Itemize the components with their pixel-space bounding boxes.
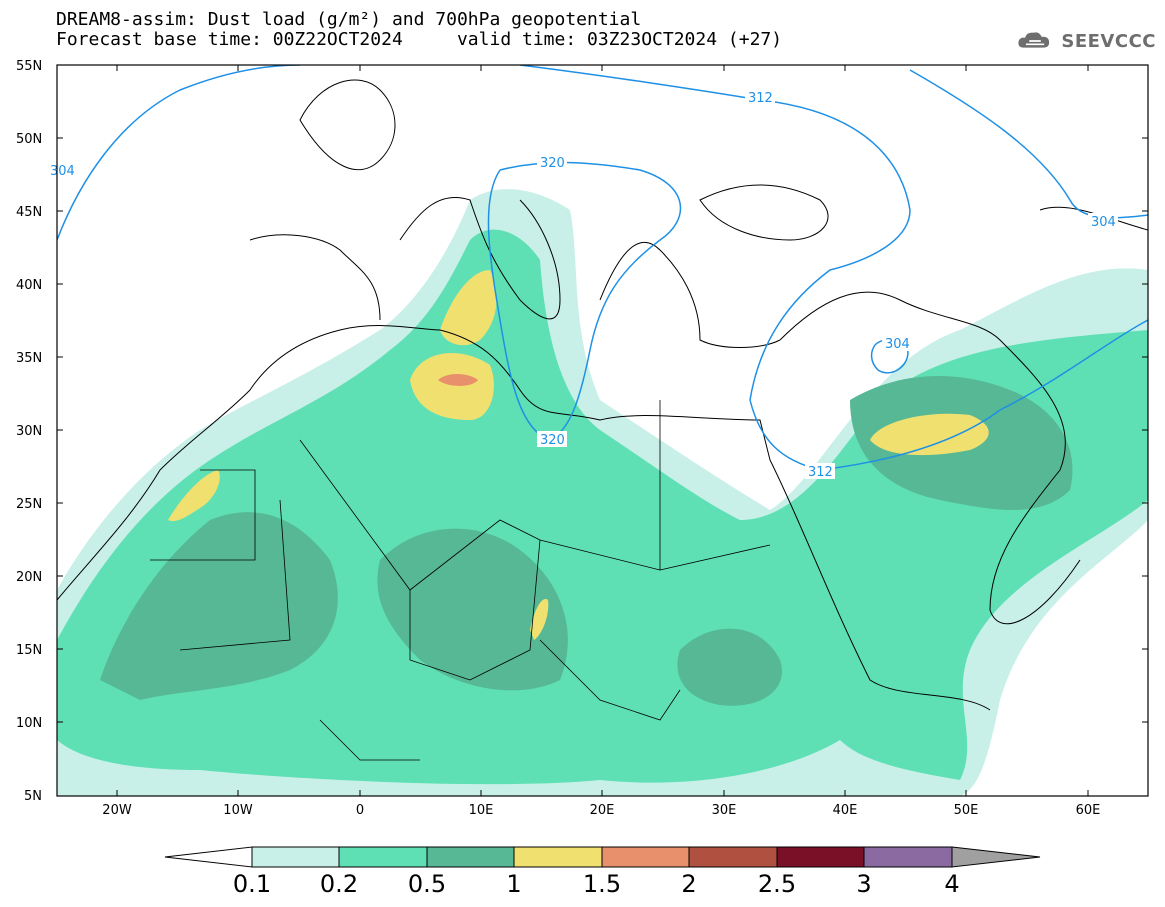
lon-axis: 20W 10W 0 10E 20E 30E 40E 50E 60E — [102, 65, 1100, 818]
svg-text:320: 320 — [540, 433, 565, 448]
country-borders — [150, 400, 771, 761]
lat-label: 5N — [24, 789, 42, 804]
colorbar-low-arrow — [164, 846, 253, 868]
contour-label: 312 — [745, 89, 775, 106]
contour-label: 304 — [48, 162, 75, 179]
lat-label: 15N — [16, 643, 42, 658]
base-time: Forecast base time: 00Z22OCT2024 — [56, 29, 403, 50]
dust-level-1-chad — [530, 599, 549, 640]
lon-label: 20E — [590, 803, 615, 818]
colorbar-label: 0.1 — [232, 870, 272, 898]
colorbar-high-arrow — [951, 846, 1041, 868]
colorbar-bin — [426, 846, 515, 868]
lon-label: 10E — [469, 803, 494, 818]
lat-label: 40N — [16, 278, 42, 293]
lat-label: 10N — [16, 716, 42, 731]
colorbar-label: 4 — [944, 870, 960, 898]
lon-label: 30E — [712, 803, 737, 818]
dust-level-1-iraq — [870, 413, 989, 456]
lon-label: 50E — [954, 803, 979, 818]
cloud-icon — [1018, 32, 1050, 48]
contour-label: 320 — [537, 431, 567, 448]
colorbar-bin — [688, 846, 778, 868]
svg-text:304: 304 — [1091, 215, 1116, 230]
colorbar-bin — [251, 846, 340, 868]
svg-text:304: 304 — [885, 337, 910, 352]
lon-label: 60E — [1076, 803, 1101, 818]
seevccc-logo: SEEVCCC — [1016, 26, 1156, 56]
dust-level-0-5-central — [377, 528, 568, 691]
contour-label: 304 — [882, 335, 912, 352]
colorbar-label: 2.5 — [757, 870, 797, 898]
contour-304-west — [57, 65, 301, 241]
dust-level-1-italy — [440, 270, 497, 346]
dust-level-0-2 — [57, 229, 1148, 785]
lat-label: 30N — [16, 424, 42, 439]
lon-label: 0 — [356, 803, 364, 818]
map-header: DREAM8-assim: Dust load (g/m²) and 700hP… — [56, 10, 782, 50]
svg-text:320: 320 — [540, 156, 565, 171]
colorbar-bin — [776, 846, 865, 868]
colorbar-label: 1.5 — [582, 870, 622, 898]
colorbar-bin — [601, 846, 690, 868]
lon-label: 40E — [833, 803, 858, 818]
dust-level-1-morocco — [168, 470, 220, 522]
colorbar-label: 0.2 — [319, 870, 359, 898]
lat-label: 25N — [16, 497, 42, 512]
lon-label: 10W — [223, 803, 253, 818]
lat-label: 35N — [16, 351, 42, 366]
contour-label: 320 — [537, 154, 567, 171]
colorbar-label: 2 — [681, 870, 697, 898]
coastlines — [57, 79, 1148, 711]
colorbar-bin — [338, 846, 428, 868]
time-info: Forecast base time: 00Z22OCT2024 valid t… — [56, 30, 782, 50]
colorbar-bin — [513, 846, 603, 868]
logo-text: SEEVCCC — [1061, 30, 1156, 52]
contour-label: 304 — [1088, 213, 1118, 230]
svg-text:304: 304 — [50, 164, 75, 179]
colorbar-label: 0.5 — [407, 870, 447, 898]
colorbar — [164, 846, 1041, 868]
colorbar-label: 1 — [506, 870, 522, 898]
lat-label: 20N — [16, 570, 42, 585]
contour-label: 312 — [805, 463, 835, 480]
lat-axis: 55N 50N 45N 40N 35N 30N 25N 20N 15N 10N … — [16, 59, 1148, 804]
svg-text:312: 312 — [808, 465, 833, 480]
lon-label: 20W — [102, 803, 132, 818]
dust-level-0-5-east — [677, 628, 782, 706]
colorbar-label: 3 — [856, 870, 872, 898]
dust-level-0-5-west — [100, 512, 338, 700]
map-title: DREAM8-assim: Dust load (g/m²) and 700hP… — [56, 9, 642, 30]
dust-level-1-tunisia — [410, 353, 494, 420]
contour-labels: 304 312 320 320 312 304 304 — [48, 89, 1118, 480]
contour-320 — [487, 161, 682, 441]
svg-text:312: 312 — [748, 91, 773, 106]
lat-label: 50N — [16, 132, 42, 147]
valid-time: valid time: 03Z23OCT2024 (+27) — [456, 29, 783, 50]
colorbar-bin — [863, 846, 953, 868]
dust-layers — [57, 189, 1148, 796]
dust-level-1-5-tunisia — [438, 374, 478, 386]
lat-label: 45N — [16, 205, 42, 220]
lat-label: 55N — [16, 59, 42, 74]
